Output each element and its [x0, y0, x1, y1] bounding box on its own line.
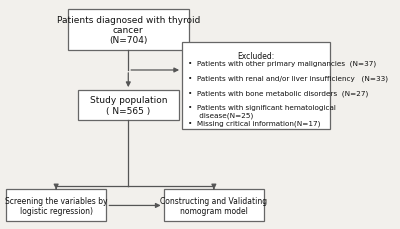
FancyBboxPatch shape	[164, 190, 264, 221]
Text: •  Patients with other primary malignancies  (N=37): • Patients with other primary malignanci…	[188, 60, 376, 66]
Text: •  Missing critical information(N=17): • Missing critical information(N=17)	[188, 120, 320, 126]
Text: Excluded:: Excluded:	[237, 52, 274, 60]
Text: •  Patients with renal and/or liver insufficiency   (N=33): • Patients with renal and/or liver insuf…	[188, 75, 388, 81]
FancyBboxPatch shape	[68, 10, 189, 51]
FancyBboxPatch shape	[78, 91, 179, 120]
FancyBboxPatch shape	[182, 43, 330, 129]
Text: •  Patients with bone metabolic disorders  (N=27): • Patients with bone metabolic disorders…	[188, 90, 368, 96]
Text: Constructing and Validating
nomogram model: Constructing and Validating nomogram mod…	[160, 196, 268, 215]
FancyBboxPatch shape	[6, 190, 106, 221]
Text: •  Patients with significant hematological
     disease(N=25): • Patients with significant hematologica…	[188, 105, 336, 118]
Text: Study population
( N=565 ): Study population ( N=565 )	[90, 96, 167, 115]
Text: Patients diagnosed with thyroid
cancer
(N=704): Patients diagnosed with thyroid cancer (…	[57, 15, 200, 45]
Text: Screening the variables by
logistic regression): Screening the variables by logistic regr…	[5, 196, 108, 215]
